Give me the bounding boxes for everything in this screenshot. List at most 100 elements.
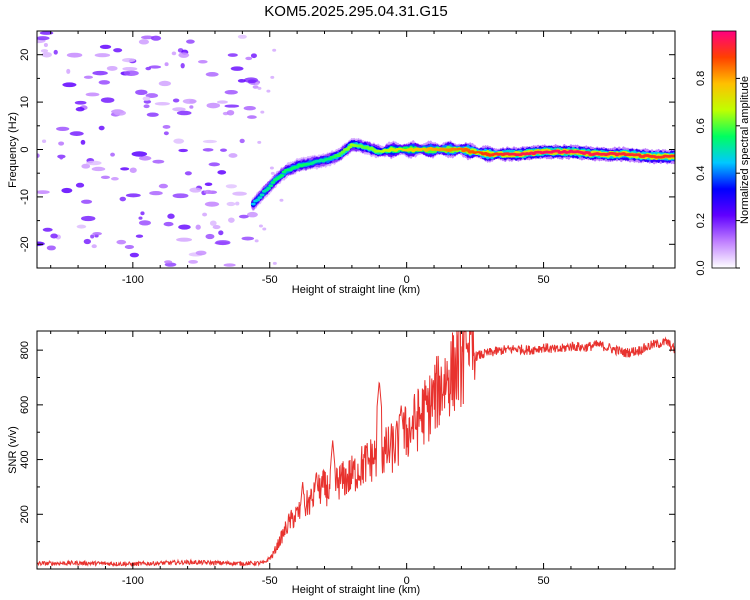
spectrogram-ridge-cell xyxy=(347,145,353,149)
spectrogram-noise-blob xyxy=(224,89,238,95)
snr-ytick-label: 800 xyxy=(19,341,31,359)
spectrogram-noise-blob xyxy=(100,175,111,180)
spectrogram-noise-blob xyxy=(83,75,93,79)
spectrogram-xlabel: Height of straight line (km) xyxy=(292,284,420,296)
spectrogram-noise-blob xyxy=(92,70,108,76)
spectrogram-xtick-label: -50 xyxy=(262,274,278,286)
spectrogram-noise-blob xyxy=(258,224,263,228)
spectrogram-ridge-layer xyxy=(250,137,675,212)
spectrogram-noise-blob xyxy=(216,100,228,104)
spectrogram-noise-blob xyxy=(85,92,100,97)
spectrogram-noise-blob xyxy=(92,231,102,236)
spectrogram-noise-blob xyxy=(204,201,220,207)
spectrogram-noise-blob xyxy=(243,105,256,111)
spectrogram-noise-blob xyxy=(149,190,163,196)
spectrogram-ytick-label: -20 xyxy=(19,236,31,252)
spectrogram-noise-blob xyxy=(135,234,144,238)
spectrogram-ridge-cell xyxy=(345,147,350,151)
spectrogram-noise-blob xyxy=(116,239,127,245)
spectrogram-noise-blob xyxy=(123,70,139,76)
spectrogram-ridge-cell xyxy=(259,193,265,197)
colorbar-tick-label: 0.2 xyxy=(695,213,707,228)
spectrogram-noise-blob xyxy=(186,39,195,44)
spectrogram-noise-blob xyxy=(83,238,92,245)
snr-frame xyxy=(36,330,676,570)
spectrogram-noise-blob xyxy=(80,199,93,204)
spectrogram-noise-blob xyxy=(143,99,152,104)
colorbar: 0.0 0.2 0.4 0.6 0.8 Normalized spectral ampl… xyxy=(695,30,750,276)
spectrogram-noise-blob xyxy=(59,154,64,160)
spectrogram-noise-blob xyxy=(90,234,95,239)
spectrogram-noise-blob xyxy=(39,31,54,35)
spectrogram-noise-blob xyxy=(113,48,123,53)
spectrogram-noise-blob xyxy=(270,75,275,79)
spectrogram-ridge-cell xyxy=(336,154,342,157)
spectrogram-noise-blob xyxy=(217,170,227,175)
spectrogram-noise-blob xyxy=(225,184,237,189)
colorbar-tick-label: 0.6 xyxy=(695,118,707,133)
spectrogram-noise-blob xyxy=(98,80,111,85)
spectrogram-noise-blob xyxy=(205,233,215,240)
spectrogram-noise-blob xyxy=(262,227,267,231)
spectrogram-noise-blob xyxy=(37,36,50,41)
spectrogram-noise-blob xyxy=(138,155,152,161)
spectrogram-noise-blob xyxy=(189,105,194,109)
colorbar-ticks: 0.0 0.2 0.4 0.6 0.8 xyxy=(695,71,740,276)
spectrogram-noise-blob xyxy=(184,171,192,176)
spectrogram-noise-blob xyxy=(245,56,253,61)
spectrogram-noise-blob xyxy=(148,65,162,69)
spectrogram-noise-blob xyxy=(129,252,139,258)
spectrogram-ytick-label: 20 xyxy=(19,49,31,61)
spectrogram-noise-blob xyxy=(164,262,177,267)
spectrogram-noise-blob xyxy=(46,245,56,251)
spectrogram-noise-blob xyxy=(270,171,275,175)
spectrogram-noise-blob xyxy=(42,139,47,143)
spectrogram-noise-blob xyxy=(74,100,87,105)
snr-ytick-label: 600 xyxy=(19,396,31,414)
spectrogram-noise-blob xyxy=(252,85,259,89)
spectrogram-noise-blob xyxy=(272,48,277,52)
colorbar-tick-label: 0.0 xyxy=(695,260,707,275)
spectrogram-noise-blob xyxy=(235,201,240,206)
spectrogram-noise-blob xyxy=(61,187,73,194)
spectrogram-noise-blob xyxy=(158,80,172,87)
spectrogram-noise-blob xyxy=(91,244,97,249)
spectrogram-noise-blob xyxy=(41,52,52,58)
spectrogram-ridge-cell xyxy=(270,181,276,184)
spectrogram-noise-blob xyxy=(237,34,247,39)
snr-xlabel: Height of straight line (km) xyxy=(292,584,420,596)
spectrogram-noise-blob xyxy=(266,89,271,93)
spectrogram-noise-blob xyxy=(171,51,177,56)
spectrogram-noise-blob xyxy=(173,138,185,144)
spectrogram-ridge-cell xyxy=(294,165,300,169)
spectrogram-noise-blob xyxy=(114,110,126,116)
spectrogram-xtick-label: 0 xyxy=(404,274,410,286)
spectrogram-noise-blob xyxy=(255,82,260,86)
spectrogram-noise-blob xyxy=(42,227,53,232)
spectrogram-noise-blob xyxy=(241,236,255,241)
spectrogram-noise-blob xyxy=(91,166,106,172)
spectrogram-noise-blob xyxy=(204,182,213,186)
spectrogram-noise-blob xyxy=(247,79,257,84)
spectrogram-ridge-cell xyxy=(437,149,442,152)
spectrogram-ridge-cell xyxy=(380,150,385,153)
spectrogram-noise-blob xyxy=(40,49,49,53)
spectrogram-ridge-cell xyxy=(266,186,272,190)
spectrogram-xtick-label: -100 xyxy=(122,274,144,286)
spectrogram-noise-blob xyxy=(272,261,277,265)
spectrogram-noise-blob xyxy=(106,65,118,71)
snr-xtick-label: -100 xyxy=(122,575,144,587)
spectrogram-ytick-label: 0 xyxy=(19,146,31,152)
chart-title: KOM5.2025.295.04.31.G15 xyxy=(264,3,447,20)
spectrogram-noise-blob xyxy=(220,148,228,152)
spectrogram-noise-blob xyxy=(172,193,189,199)
spectrogram-noise-blob xyxy=(226,201,236,207)
spectrogram-noise-blob xyxy=(146,112,159,117)
spectrogram-ridge-cell xyxy=(459,147,464,150)
spectrogram-noise-blob xyxy=(76,224,87,229)
spectrogram-noise-blob xyxy=(203,189,213,194)
spectrogram-noise-blob xyxy=(215,240,231,246)
spectrogram-noise-blob xyxy=(75,107,85,112)
